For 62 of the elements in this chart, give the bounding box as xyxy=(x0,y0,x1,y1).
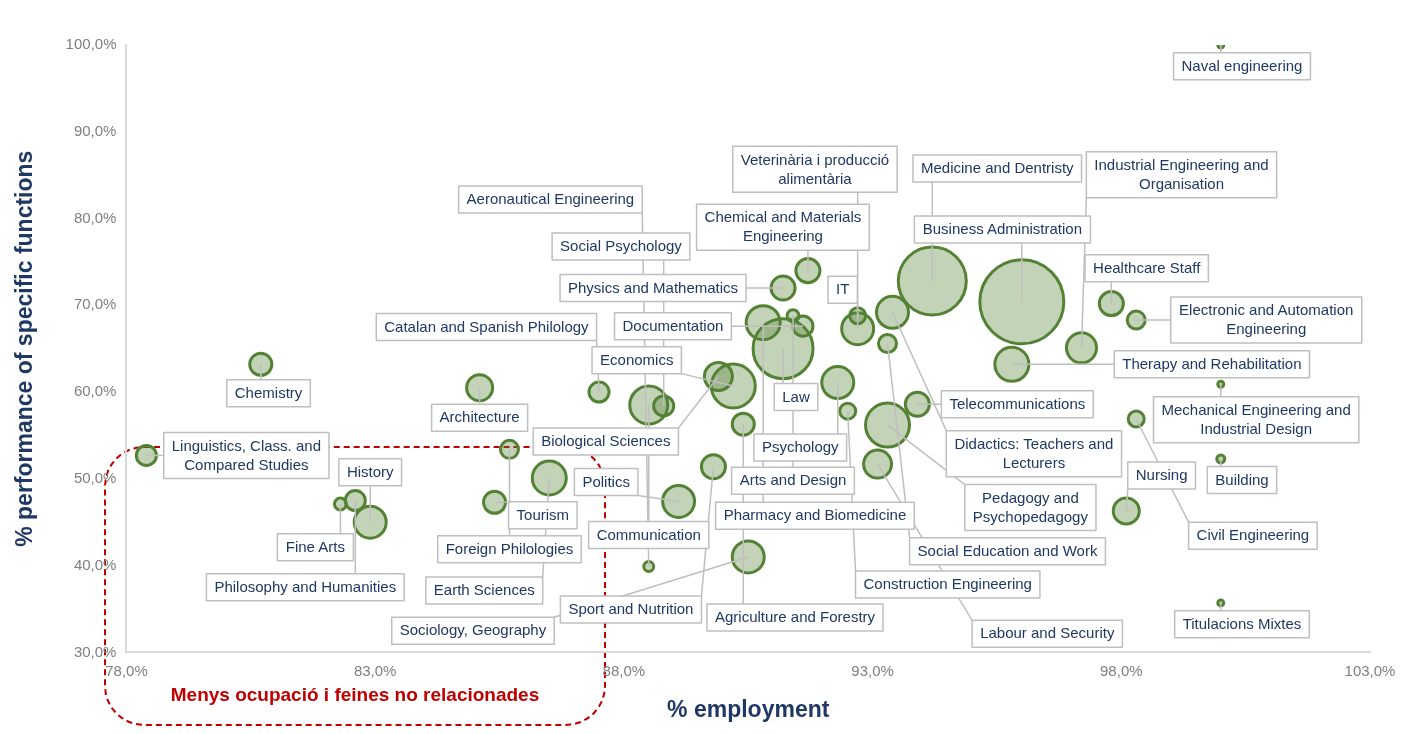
annotation: Construction Engineering xyxy=(863,575,1032,593)
annotation: Arts and Design xyxy=(739,471,847,489)
y-tick-label: 90,0% xyxy=(73,121,117,139)
x-tick-label: 93,0% xyxy=(851,661,894,679)
x-tick-label: 78,0% xyxy=(105,661,148,679)
annotation: Architecture xyxy=(439,408,520,426)
annotation: Mechanical Engineering and Industrial Design xyxy=(1161,400,1351,437)
y-tick-label: 50,0% xyxy=(73,469,117,486)
annotation: Electronic and Automation Engineering xyxy=(1179,301,1354,338)
annotation: Biological Sciences xyxy=(541,432,671,450)
annotation: Politics xyxy=(582,472,630,490)
annotation: Chemical and Materials Engineering xyxy=(704,208,862,245)
annotation: Sociology, Geography xyxy=(399,621,547,639)
x-tick-label: 98,0% xyxy=(1100,661,1143,679)
y-axis-title: % performance of specific functions xyxy=(11,150,38,547)
x-tick-label: 88,0% xyxy=(602,661,646,679)
annotation: Psychology xyxy=(761,438,840,456)
x-axis-title: % employment xyxy=(667,695,830,722)
annotation: Agriculture and Forestry xyxy=(714,608,876,626)
annotation: Communication xyxy=(596,525,701,543)
annotation: Philosophy and Humanities xyxy=(214,577,397,595)
y-tick-label: 70,0% xyxy=(73,295,117,313)
annotation: Veterinària i producció alimentària xyxy=(740,150,890,187)
annotation: Pharmacy and Biomedicine xyxy=(723,506,907,524)
annotation: Earth Sciences xyxy=(433,581,535,599)
annotation: Catalan and Spanish Philology xyxy=(384,317,590,335)
annotation: Aeronautical Engineering xyxy=(466,190,635,208)
y-tick-label: 30,0% xyxy=(73,642,117,660)
annotation: Therapy and Rehabilitation xyxy=(1122,354,1302,372)
x-tick-label: 83,0% xyxy=(353,661,397,679)
annotation: Tourism xyxy=(516,505,570,523)
annotation: Naval engineering xyxy=(1181,56,1303,74)
annotation: Didactics: Teachers and Lecturers xyxy=(954,434,1114,471)
annotation: Fine Arts xyxy=(285,537,345,555)
annotation: Economics xyxy=(600,350,674,368)
annotation: Social Education and Work xyxy=(917,541,1098,559)
annotation: Medicine and Dentristy xyxy=(920,159,1075,177)
annotation: Sport and Nutrition xyxy=(568,600,694,618)
annotation: Chemistry xyxy=(234,383,303,401)
annotation: Pedagogy and Psychopedagogy xyxy=(972,488,1089,525)
annotation: Physics and Mathematics xyxy=(568,278,739,296)
annotation: Titulacions Mixtes xyxy=(1182,614,1302,632)
annotation: History xyxy=(346,462,395,480)
y-tick-label: 100,0% xyxy=(65,35,117,53)
annotation: Industrial Engineering and Organisation xyxy=(1094,155,1269,192)
y-tick-label: 60,0% xyxy=(73,382,117,400)
annotation: Documentation xyxy=(622,316,724,334)
annotation: IT xyxy=(836,280,850,298)
y-tick-label: 40,0% xyxy=(73,555,117,573)
annotation: Telecommunications xyxy=(949,394,1086,412)
annotation: Foreign Philologies xyxy=(445,540,574,557)
annotation: Building xyxy=(1215,470,1269,488)
annotation: Law xyxy=(782,387,810,405)
y-tick-label: 80,0% xyxy=(73,208,117,226)
annotation: Healthcare Staff xyxy=(1093,258,1202,276)
annotation: Social Psychology xyxy=(560,237,683,255)
annotation: Nursing xyxy=(1135,466,1188,484)
annotation: Linguistics, Class. and Compared Studies xyxy=(171,436,321,473)
annotation: Civil Engineering xyxy=(1196,526,1310,544)
annotation: Labour and Security xyxy=(980,624,1115,642)
x-tick-label: 103,0% xyxy=(1344,661,1396,679)
annotation: Business Administration xyxy=(922,220,1083,238)
